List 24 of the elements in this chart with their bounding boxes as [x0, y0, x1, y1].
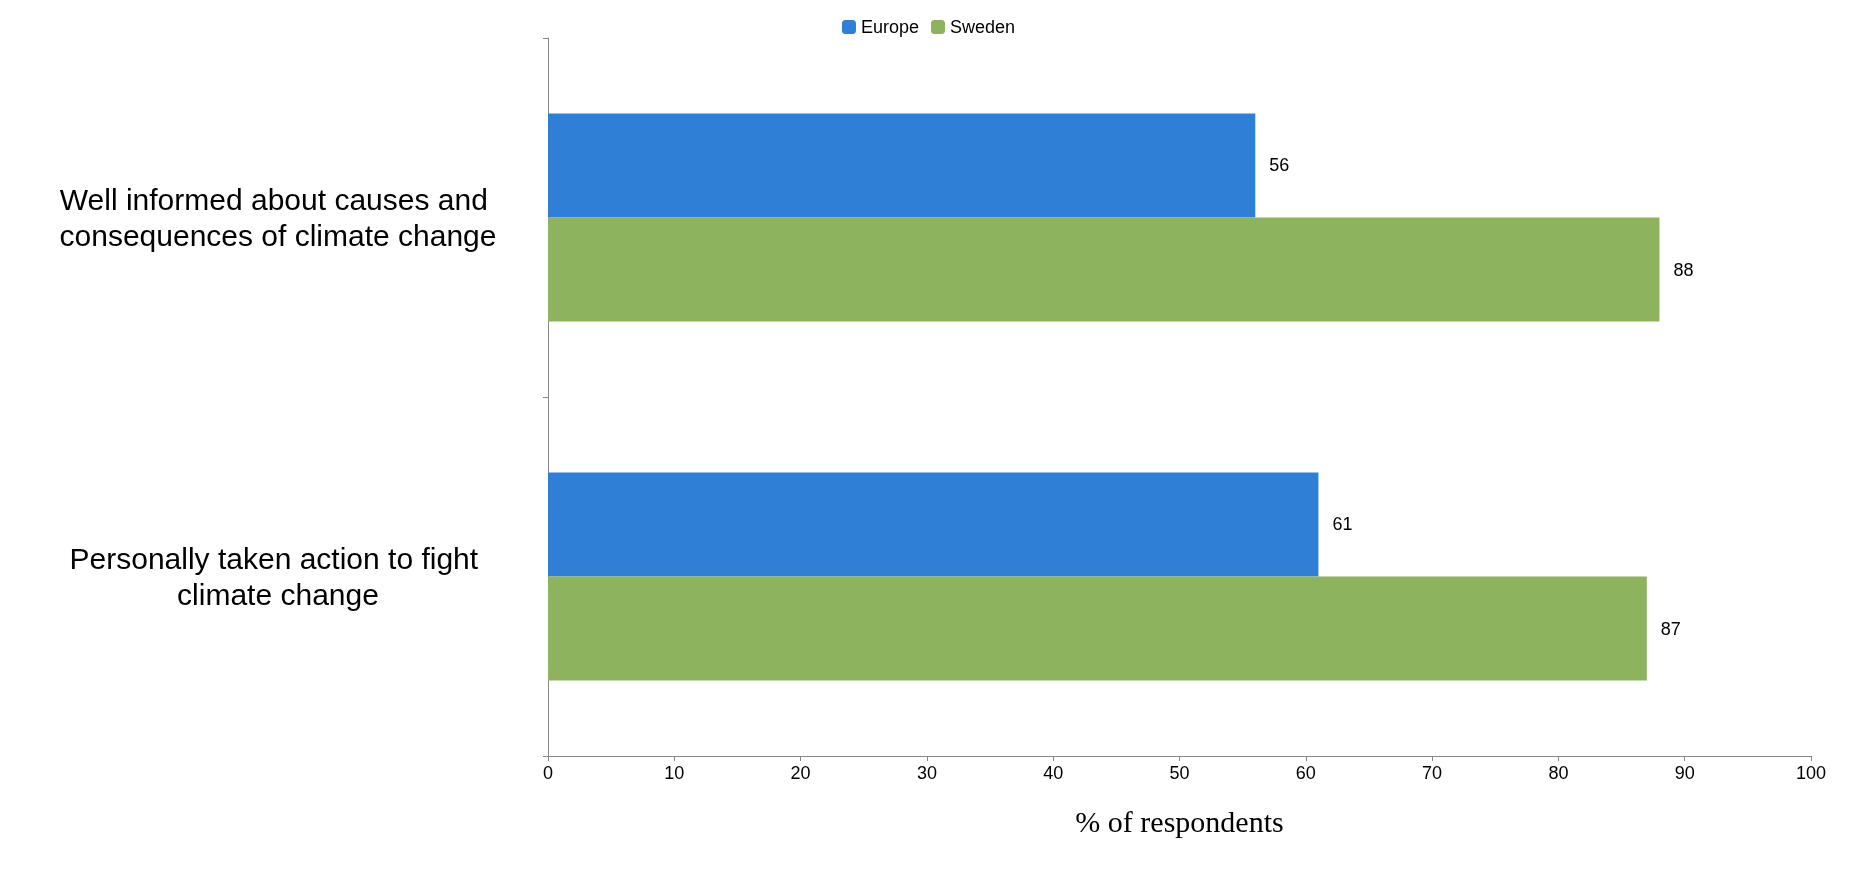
legend-label: Europe — [860, 17, 919, 37]
x-tick-label: 20 — [790, 763, 811, 783]
x-tick-label: 30 — [916, 763, 937, 783]
bar — [548, 472, 1319, 577]
x-tick-label: 70 — [1422, 763, 1443, 783]
data-label: 87 — [1660, 618, 1681, 639]
x-axis-title: % of respondents — [1075, 804, 1284, 838]
data-label: 56 — [1269, 155, 1290, 176]
x-tick-label: 80 — [1548, 763, 1569, 783]
data-label: 88 — [1673, 259, 1694, 280]
x-tick-label: 10 — [664, 763, 685, 783]
x-tick-label: 50 — [1169, 763, 1190, 783]
bar — [548, 576, 1647, 681]
y-tick-label: Well informed about causes and consequences of climate change — [59, 183, 497, 252]
bar — [548, 217, 1660, 322]
data-label: 61 — [1332, 514, 1353, 535]
bar — [548, 113, 1256, 218]
x-tick-label: 0 — [542, 763, 554, 783]
x-tick-label: 90 — [1674, 763, 1695, 783]
x-tick-label: 100 — [1795, 763, 1827, 783]
legend-label: Sweden — [950, 17, 1016, 37]
y-tick-label: Personally taken action to fight climate change — [69, 542, 487, 611]
x-tick-label: 60 — [1295, 763, 1316, 783]
x-tick-label: 40 — [1043, 763, 1064, 783]
